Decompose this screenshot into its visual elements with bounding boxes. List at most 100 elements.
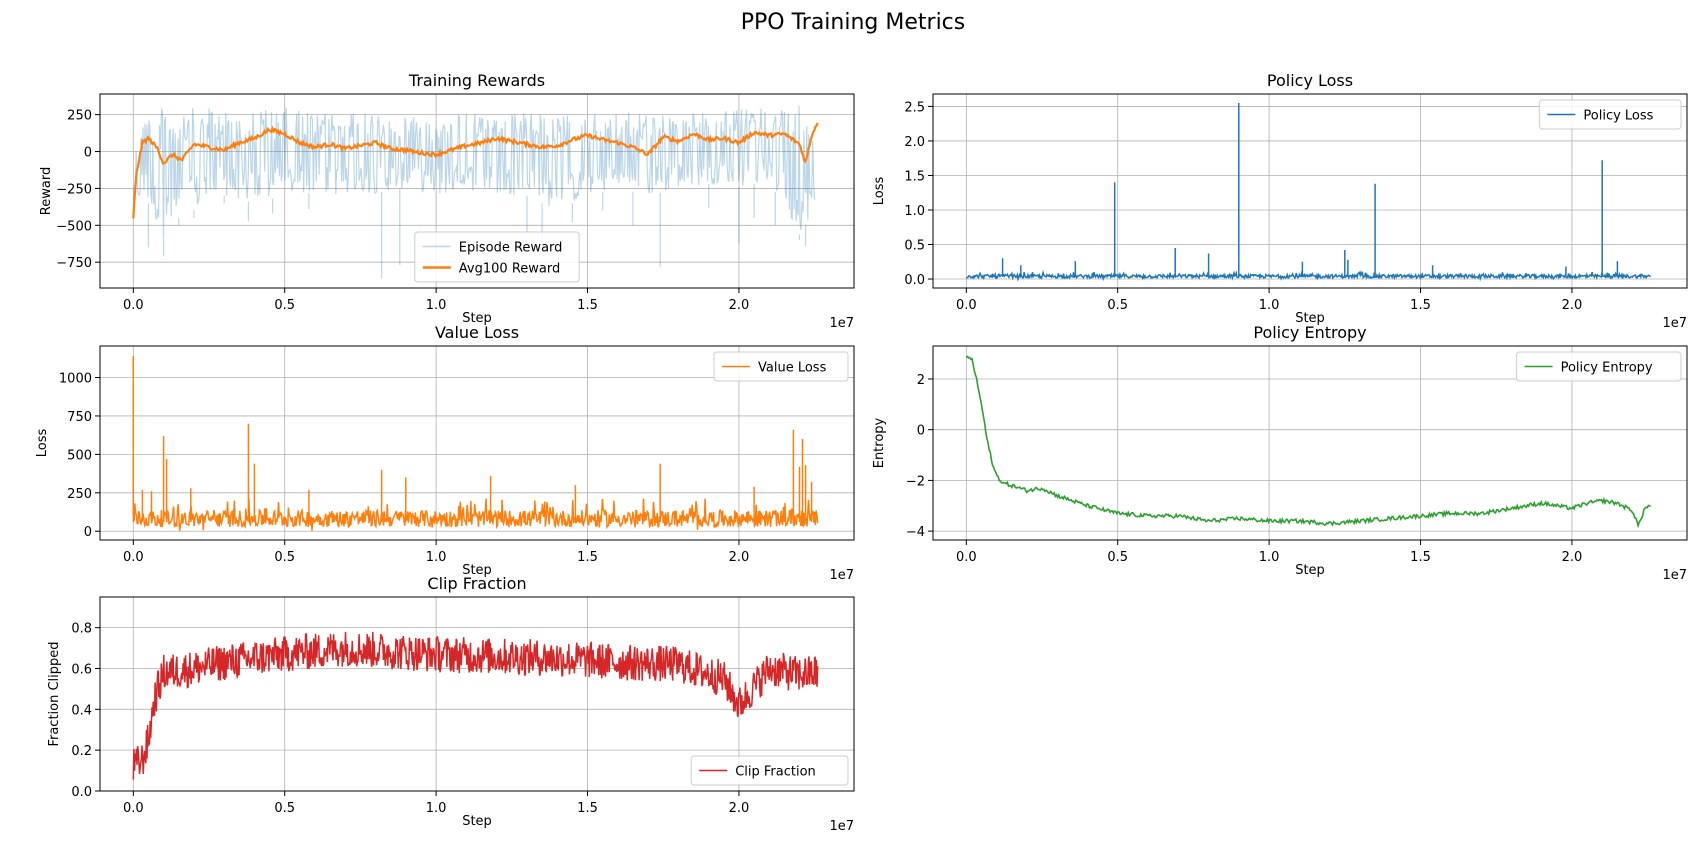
grid xyxy=(933,346,1687,540)
legend-label: Clip Fraction xyxy=(735,765,816,780)
plot-area xyxy=(966,103,1652,282)
plot-area xyxy=(132,631,819,780)
legend-label: Value Loss xyxy=(758,361,827,376)
x-tick-label: 2.0 xyxy=(1562,298,1583,313)
legend-box xyxy=(1538,99,1682,130)
x-tick-label: 1.5 xyxy=(577,298,598,313)
y-tick-label: 1.5 xyxy=(904,169,925,184)
x-tick-label: 0.5 xyxy=(1107,550,1128,565)
x-offset-label: 1e7 xyxy=(1662,568,1687,583)
chart-title: Policy Loss xyxy=(1267,71,1353,90)
axes-frame xyxy=(932,345,1688,541)
y-tick-label: 0 xyxy=(917,424,925,439)
y-tick-label: 250 xyxy=(67,109,92,124)
y-axis-label: Fraction Clipped xyxy=(47,641,62,746)
legend-box xyxy=(414,231,580,283)
y-tick-label: −250 xyxy=(56,182,92,197)
legend: Policy Entropy xyxy=(1516,351,1682,382)
y-tick-label: 0.2 xyxy=(71,744,92,759)
chart-policy_entropy: 0.0 0.5 1.0 1.5 2.0 −4 −2 0 2 Policy Entropy Step E… xyxy=(872,323,1688,583)
y-tick-label: −750 xyxy=(56,256,92,271)
series-policy-entropy xyxy=(965,355,1651,529)
y-tick-label: 0.0 xyxy=(71,785,92,800)
legend-box xyxy=(690,755,849,786)
x-tick-label: 0.5 xyxy=(274,550,295,565)
series-episode-reward xyxy=(132,105,816,279)
figure-title: PPO Training Metrics xyxy=(740,10,966,35)
x-tick-label: 1.0 xyxy=(1259,550,1280,565)
x-tick-label: 1.0 xyxy=(1259,298,1280,313)
y-tick-label: 250 xyxy=(67,487,92,502)
x-offset-label: 1e7 xyxy=(829,568,854,583)
legend-box xyxy=(713,351,849,382)
y-tick-label: −500 xyxy=(56,219,92,234)
x-tick-label: 1.0 xyxy=(426,550,447,565)
y-axis-label: Reward xyxy=(39,167,54,215)
series-avg100-reward xyxy=(132,122,819,219)
x-axis-label: Step xyxy=(462,311,492,326)
legend-label: Avg100 Reward xyxy=(459,262,560,277)
x-tick-label: 0.0 xyxy=(123,298,144,313)
axes-frame xyxy=(99,345,855,541)
chart-clip_fraction: 0.0 0.5 1.0 1.5 2.0 0.0 0.2 0.4 0.6 0.8 Clip Fract… xyxy=(47,574,855,834)
y-tick-label: 0.4 xyxy=(71,703,92,718)
x-axis-label: Step xyxy=(462,563,492,578)
x-tick-label: 0.5 xyxy=(274,801,295,816)
legend: Clip Fraction xyxy=(690,755,849,786)
series-value-loss xyxy=(132,356,819,531)
series-clip-fraction xyxy=(132,631,819,780)
x-tick-label: 2.0 xyxy=(729,801,750,816)
y-tick-label: 1.0 xyxy=(904,204,925,219)
y-tick-label: 2.5 xyxy=(904,100,925,115)
chart-title: Training Rewards xyxy=(408,71,545,90)
chart-title: Policy Entropy xyxy=(1253,323,1366,342)
x-tick-label: 0.5 xyxy=(1107,298,1128,313)
plot-area xyxy=(132,356,819,531)
x-axis-label: Step xyxy=(1295,311,1325,326)
x-tick-label: 1.5 xyxy=(1410,550,1431,565)
series-policy-loss xyxy=(966,103,1652,282)
axes-frame xyxy=(99,93,855,289)
x-tick-label: 0.0 xyxy=(956,298,977,313)
y-axis-label: Loss xyxy=(35,429,50,458)
plot-area xyxy=(132,105,819,279)
x-tick-label: 0.0 xyxy=(123,801,144,816)
x-offset-label: 1e7 xyxy=(1662,316,1687,331)
legend: Episode Reward Avg100 Reward xyxy=(414,231,580,283)
x-tick-label: 1.0 xyxy=(426,298,447,313)
x-tick-label: 0.0 xyxy=(956,550,977,565)
chart-value_loss: 0.0 0.5 1.0 1.5 2.0 0 250 500 750 1000 Value Loss S… xyxy=(35,323,855,583)
y-tick-label: −4 xyxy=(906,525,925,540)
chart-title: Value Loss xyxy=(435,323,519,342)
y-tick-label: 0.8 xyxy=(71,622,92,637)
x-tick-label: 0.0 xyxy=(123,550,144,565)
x-tick-label: 1.5 xyxy=(577,801,598,816)
x-tick-label: 1.5 xyxy=(577,550,598,565)
y-tick-label: 750 xyxy=(67,410,92,425)
y-tick-label: 0.0 xyxy=(904,273,925,288)
legend-label: Policy Loss xyxy=(1583,109,1653,124)
legend: Value Loss xyxy=(713,351,849,382)
legend-box xyxy=(1516,351,1682,382)
chart-title: Clip Fraction xyxy=(427,574,526,593)
x-offset-label: 1e7 xyxy=(829,316,854,331)
x-tick-label: 1.0 xyxy=(426,801,447,816)
y-tick-label: 2.0 xyxy=(904,135,925,150)
x-tick-label: 1.5 xyxy=(1410,298,1431,313)
y-tick-label: 2 xyxy=(917,373,925,388)
x-tick-label: 2.0 xyxy=(729,298,750,313)
y-axis-label: Entropy xyxy=(872,417,887,468)
y-tick-label: 0.6 xyxy=(71,662,92,677)
grid xyxy=(933,94,1687,288)
legend-label: Episode Reward xyxy=(459,241,563,256)
x-offset-label: 1e7 xyxy=(829,819,854,834)
x-tick-label: 2.0 xyxy=(729,550,750,565)
chart-rewards: 0.0 0.5 1.0 1.5 2.0 −750 −500 −250 0 250 Training … xyxy=(39,71,855,331)
y-axis-label: Loss xyxy=(872,177,887,206)
axes-frame xyxy=(99,596,855,792)
x-axis-label: Step xyxy=(462,814,492,829)
y-tick-label: 0 xyxy=(84,525,92,540)
y-tick-label: 0.5 xyxy=(904,239,925,254)
y-tick-label: 500 xyxy=(67,448,92,463)
